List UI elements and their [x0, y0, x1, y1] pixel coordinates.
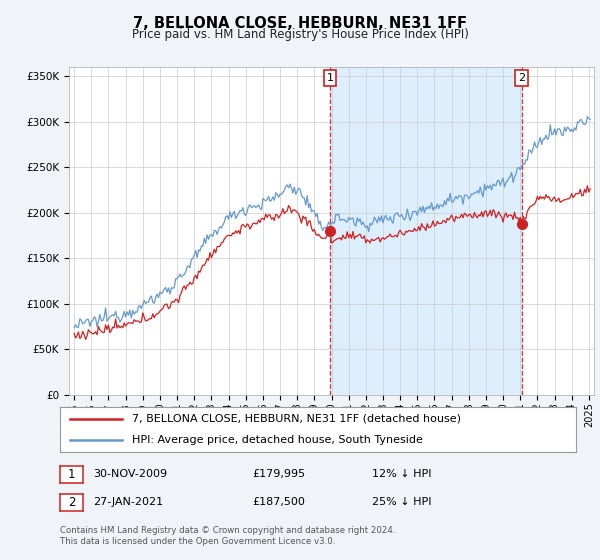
- Text: 1: 1: [68, 468, 75, 481]
- Text: HPI: Average price, detached house, South Tyneside: HPI: Average price, detached house, Sout…: [132, 435, 423, 445]
- Bar: [330, 67, 521, 395]
- Text: 1: 1: [326, 73, 334, 83]
- Text: 7, BELLONA CLOSE, HEBBURN, NE31 1FF (detached house): 7, BELLONA CLOSE, HEBBURN, NE31 1FF (det…: [132, 414, 461, 424]
- Text: Price paid vs. HM Land Registry's House Price Index (HPI): Price paid vs. HM Land Registry's House …: [131, 28, 469, 41]
- Text: 7, BELLONA CLOSE, HEBBURN, NE31 1FF: 7, BELLONA CLOSE, HEBBURN, NE31 1FF: [133, 16, 467, 31]
- Text: 2: 2: [518, 73, 525, 83]
- Text: 25% ↓ HPI: 25% ↓ HPI: [372, 497, 431, 507]
- Text: 27-JAN-2021: 27-JAN-2021: [93, 497, 163, 507]
- Text: £187,500: £187,500: [252, 497, 305, 507]
- Text: Contains HM Land Registry data © Crown copyright and database right 2024.
This d: Contains HM Land Registry data © Crown c…: [60, 526, 395, 546]
- Text: 2: 2: [68, 496, 75, 509]
- Text: £179,995: £179,995: [252, 469, 305, 479]
- Text: 30-NOV-2009: 30-NOV-2009: [93, 469, 167, 479]
- Text: 12% ↓ HPI: 12% ↓ HPI: [372, 469, 431, 479]
